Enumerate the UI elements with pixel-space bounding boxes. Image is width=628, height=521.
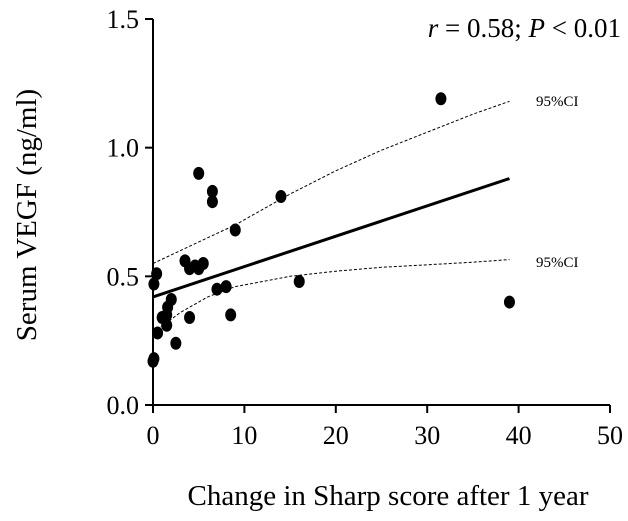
data-point — [220, 280, 232, 294]
data-point — [229, 223, 241, 237]
data-point — [165, 292, 177, 306]
p-value: < 0.01 — [545, 13, 621, 43]
x-tick-label: 0 — [147, 421, 160, 450]
confidence-interval-lines — [152, 100, 510, 334]
data-point — [148, 352, 160, 366]
data-point — [184, 311, 196, 325]
ci-lower-label: 95%CI — [536, 255, 579, 271]
r-symbol: r — [428, 13, 439, 43]
data-point — [193, 166, 205, 180]
y-tick-label: 1.0 — [107, 134, 140, 163]
y-tick-label: 0.5 — [107, 262, 140, 291]
y-axis-title: Serum VEGF (ng/ml) — [11, 89, 43, 341]
data-point — [197, 256, 209, 270]
ci-upper-line — [152, 100, 510, 264]
data-point — [152, 326, 164, 340]
ci-lower-line — [152, 259, 510, 334]
x-tick-label: 40 — [506, 421, 532, 450]
p-symbol: P — [528, 13, 546, 43]
data-point — [151, 267, 163, 281]
data-point — [161, 318, 173, 332]
data-point — [435, 92, 447, 106]
data-point — [148, 277, 160, 291]
ci-upper-label: 95%CI — [536, 94, 579, 110]
y-tick-label: 0.0 — [107, 391, 140, 420]
data-point — [206, 184, 218, 198]
x-tick-label: 20 — [323, 421, 349, 450]
data-point — [170, 336, 182, 350]
data-point — [503, 295, 515, 309]
data-point — [225, 308, 237, 322]
regression-line — [152, 177, 510, 299]
data-point — [211, 282, 223, 296]
r-value: = 0.58; — [438, 13, 528, 43]
regression-line-group — [152, 177, 510, 299]
x-axis-title: Change in Sharp score after 1 year — [187, 480, 588, 512]
data-point — [275, 190, 287, 204]
data-point — [293, 274, 305, 288]
data-point — [206, 195, 218, 209]
axes: 0.0 0.5 1.0 1.5 0 10 20 30 40 50 — [107, 5, 624, 450]
x-tick-label: 50 — [597, 421, 623, 450]
y-tick-label: 1.5 — [107, 5, 140, 34]
x-tick-label: 30 — [414, 421, 440, 450]
x-tick-label: 10 — [231, 421, 257, 450]
correlation-annotation: r = 0.58; P < 0.01 — [428, 13, 621, 43]
data-points — [147, 92, 515, 368]
